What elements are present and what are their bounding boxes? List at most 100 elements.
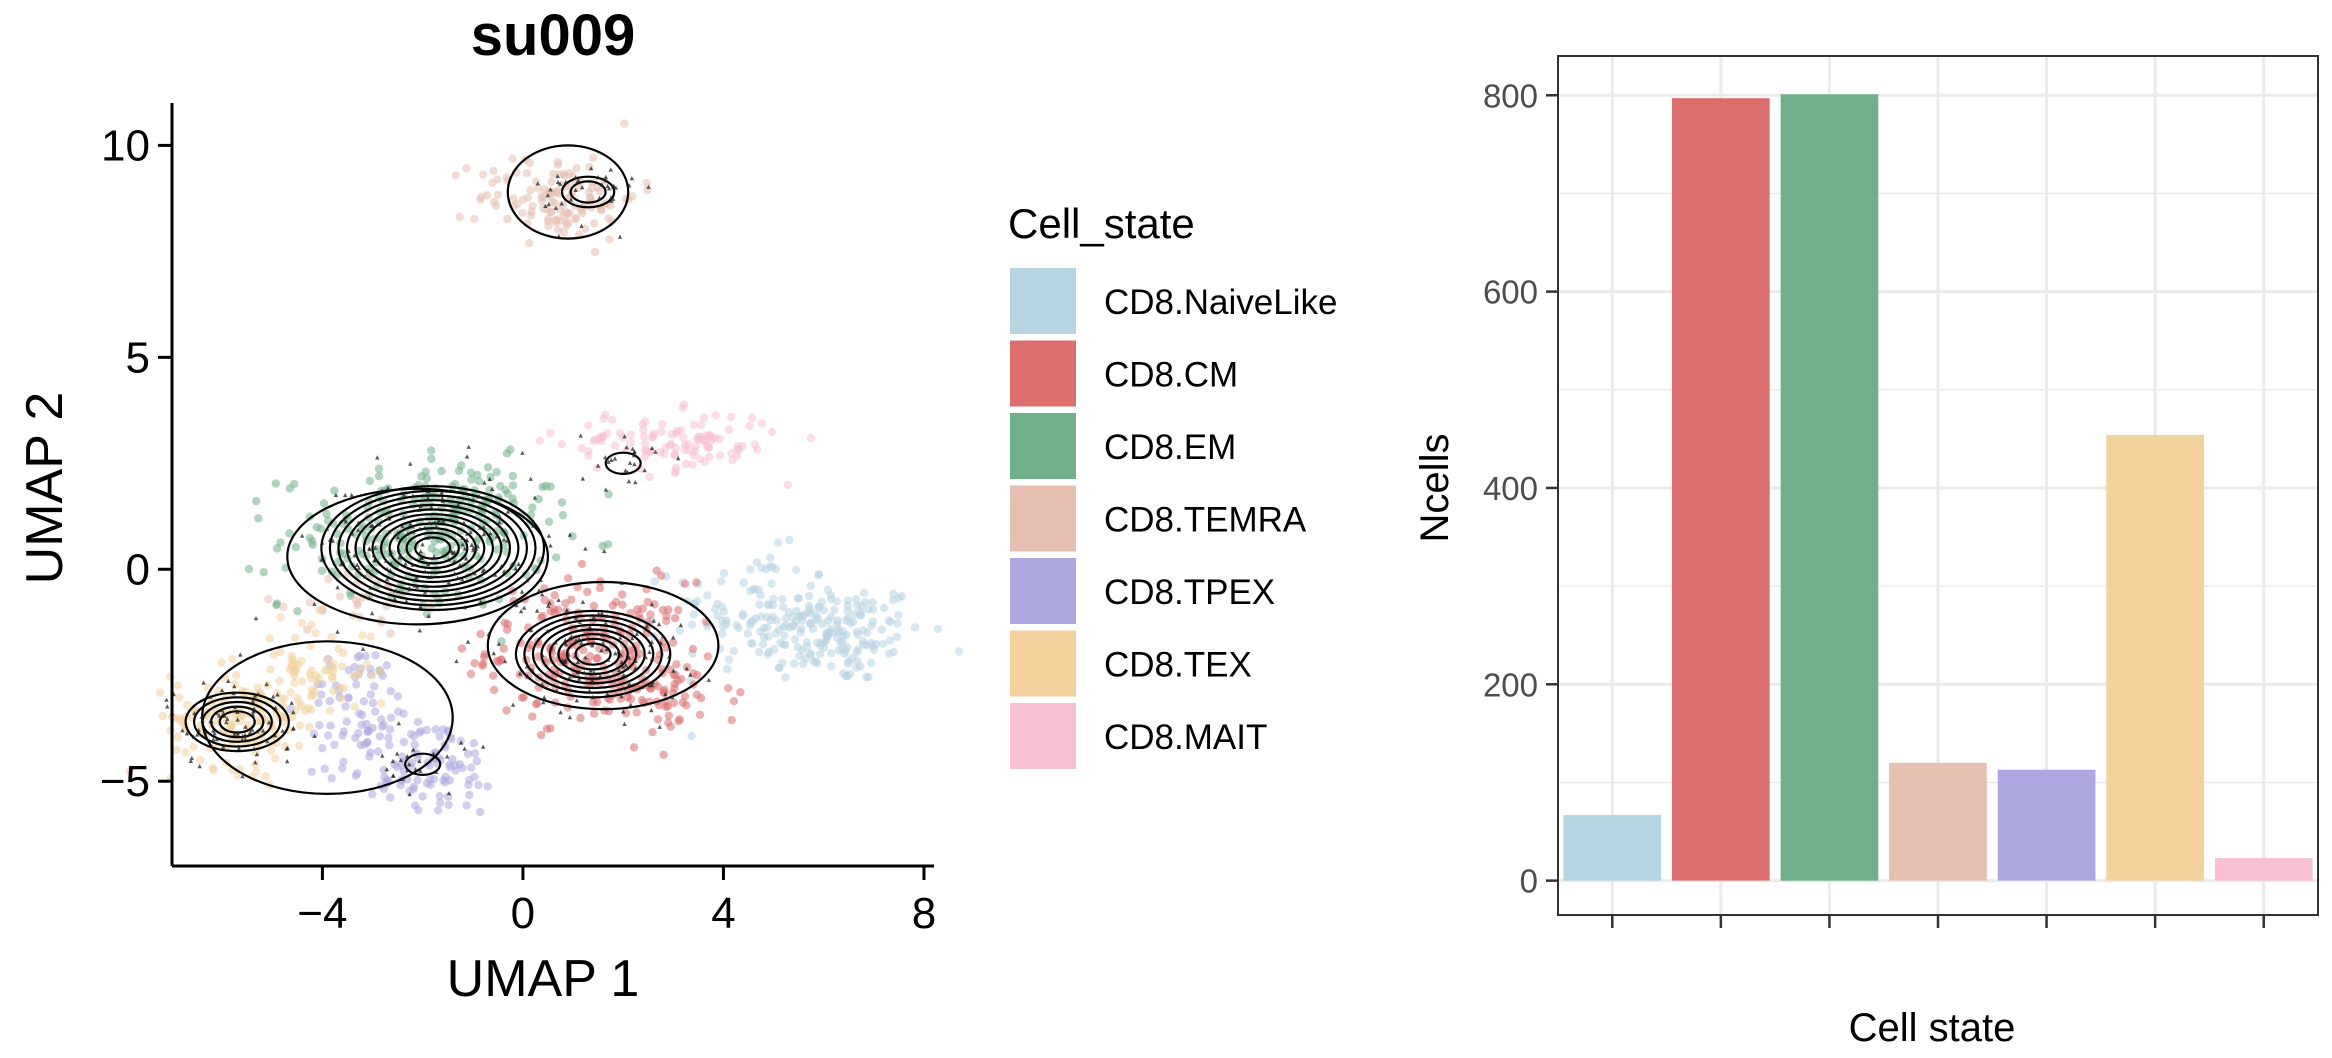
- umap-point: [766, 553, 775, 562]
- umap-point: [675, 626, 684, 635]
- umap-query-triangle: [429, 487, 434, 492]
- umap-point: [538, 482, 547, 492]
- umap-point: [413, 717, 423, 727]
- legend-label-CD8.TPEX: CD8.TPEX: [1104, 573, 1275, 612]
- umap-point: [183, 700, 192, 710]
- umap-query-triangle: [576, 178, 581, 183]
- umap-query-triangle: [567, 715, 573, 720]
- umap-point: [643, 597, 653, 607]
- umap-x-axis-label: UMAP 1: [447, 950, 640, 1008]
- umap-point: [405, 786, 414, 796]
- umap-point: [353, 653, 362, 662]
- umap-point: [717, 602, 727, 612]
- umap-query-triangle: [356, 520, 361, 525]
- umap-query-triangle: [407, 586, 412, 591]
- umap-x-tick-label: 0: [511, 889, 535, 938]
- umap-contour: [404, 752, 442, 777]
- umap-query-triangle: [434, 769, 439, 774]
- umap-query-triangle: [418, 768, 423, 773]
- umap-query-triangle: [386, 515, 391, 521]
- umap-query-triangle: [525, 578, 530, 583]
- umap-query-triangle: [653, 449, 658, 454]
- umap-query-triangle: [343, 519, 349, 524]
- legend-swatch-CD8.CM: [1010, 340, 1076, 407]
- umap-point: [553, 160, 563, 169]
- umap-query-triangle: [219, 708, 225, 713]
- umap-query-triangle: [330, 538, 336, 543]
- umap-point: [864, 672, 873, 682]
- umap-point: [538, 611, 547, 621]
- umap-query-triangle: [404, 598, 409, 604]
- umap-query-triangle: [426, 561, 431, 566]
- umap-query-triangle: [265, 739, 270, 744]
- umap-point: [293, 607, 302, 616]
- umap-query-triangle: [280, 728, 285, 733]
- umap-point: [729, 646, 739, 656]
- umap-point: [637, 695, 647, 705]
- umap-point: [462, 164, 471, 173]
- umap-point: [295, 741, 304, 751]
- umap-point: [689, 420, 699, 430]
- umap-point: [543, 217, 553, 226]
- umap-query-triangle: [514, 603, 519, 608]
- umap-point: [308, 691, 317, 700]
- umap-point: [328, 674, 337, 683]
- umap-point: [364, 726, 373, 736]
- umap-query-triangle: [542, 695, 547, 700]
- umap-point: [885, 636, 895, 645]
- umap-query-triangle: [475, 544, 480, 549]
- umap-point: [338, 648, 348, 658]
- umap-query-triangle: [660, 634, 666, 639]
- umap-point: [384, 733, 393, 742]
- umap-contour: [380, 517, 486, 579]
- umap-query-triangle: [599, 182, 604, 187]
- umap-point: [528, 503, 537, 512]
- umap-query-triangle: [335, 629, 340, 634]
- umap-query-triangle: [465, 639, 471, 644]
- umap-query-triangle: [603, 178, 609, 183]
- bar-x-axis-label: Cell state: [1849, 1006, 2016, 1050]
- umap-point: [228, 654, 237, 664]
- umap-point: [781, 673, 790, 682]
- umap-point: [954, 647, 964, 656]
- umap-point: [261, 772, 270, 781]
- umap-query-triangle: [355, 562, 360, 567]
- umap-query-triangle: [243, 737, 248, 742]
- umap-query-triangle: [539, 681, 545, 687]
- umap-query-triangle: [377, 522, 382, 527]
- umap-query-triangle: [418, 503, 423, 509]
- umap-query-triangle: [627, 460, 633, 465]
- umap-point: [658, 420, 667, 429]
- umap-point: [427, 446, 436, 455]
- umap-point: [727, 715, 736, 725]
- umap-query-triangle: [225, 716, 230, 721]
- umap-query-triangle: [649, 639, 655, 645]
- umap-point: [589, 601, 599, 610]
- umap-query-triangle: [422, 525, 427, 530]
- umap-query-triangle: [420, 542, 425, 547]
- umap-query-triangle: [235, 709, 240, 714]
- umap-point: [869, 645, 879, 655]
- umap-query-triangle: [622, 434, 627, 439]
- umap-point: [493, 545, 502, 554]
- umap-query-triangle: [688, 672, 693, 677]
- umap-query-triangle: [603, 174, 608, 179]
- umap-contour: [405, 531, 460, 565]
- umap-point: [693, 597, 702, 606]
- umap-point: [595, 187, 604, 196]
- umap-query-triangle: [621, 672, 626, 678]
- umap-query-triangle: [469, 542, 474, 547]
- umap-point: [584, 421, 593, 430]
- umap-point: [436, 798, 445, 807]
- umap-point: [826, 625, 835, 634]
- umap-point: [638, 604, 647, 613]
- umap-point: [755, 600, 764, 609]
- umap-point: [662, 616, 671, 626]
- umap-point: [774, 663, 784, 673]
- umap-point: [305, 722, 314, 732]
- umap-point: [632, 708, 641, 717]
- umap-query-triangle: [529, 628, 534, 633]
- umap-query-triangle: [603, 487, 609, 492]
- umap-query-triangle: [540, 653, 545, 658]
- umap-point: [765, 562, 774, 571]
